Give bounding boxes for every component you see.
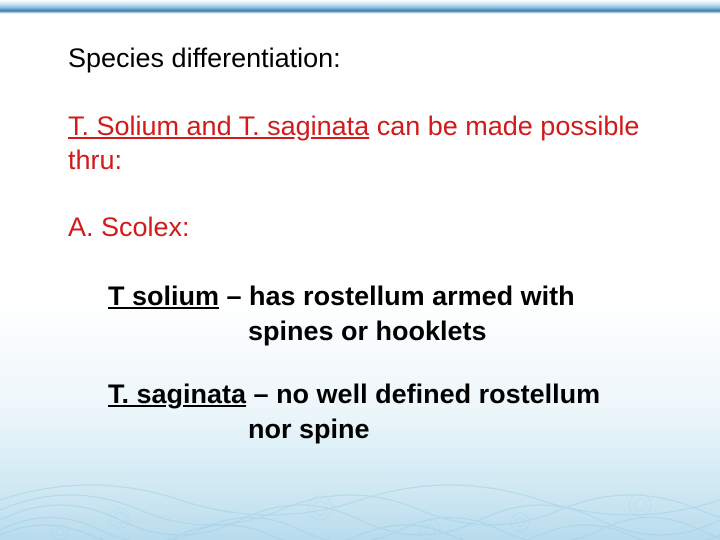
item-line1: T solium – has rostellum armed with [68, 279, 670, 314]
section-label: A. Scolex: [68, 211, 670, 245]
item-line1-rest: – has rostellum armed with [219, 281, 575, 311]
list-item: T. saginata – no well defined rostellum … [68, 377, 670, 447]
list-item: T solium – has rostellum armed with spin… [68, 279, 670, 349]
item-line2: spines or hooklets [68, 314, 670, 349]
top-decorative-bar [0, 0, 720, 12]
item-line1-rest: – no well defined rostellum [246, 379, 600, 409]
slide-heading: Species differentiation: [68, 42, 670, 76]
item-line1: T. saginata – no well defined rostellum [68, 377, 670, 412]
species-name: T. saginata [108, 379, 246, 409]
item-line2: nor spine [68, 412, 670, 447]
species-name: T solium [108, 281, 219, 311]
subheading-underlined: T. Solium and T. saginata [68, 111, 369, 141]
slide-content: Species differentiation: T. Solium and T… [68, 42, 670, 475]
slide-subheading: T. Solium and T. saginata can be made po… [68, 110, 670, 178]
